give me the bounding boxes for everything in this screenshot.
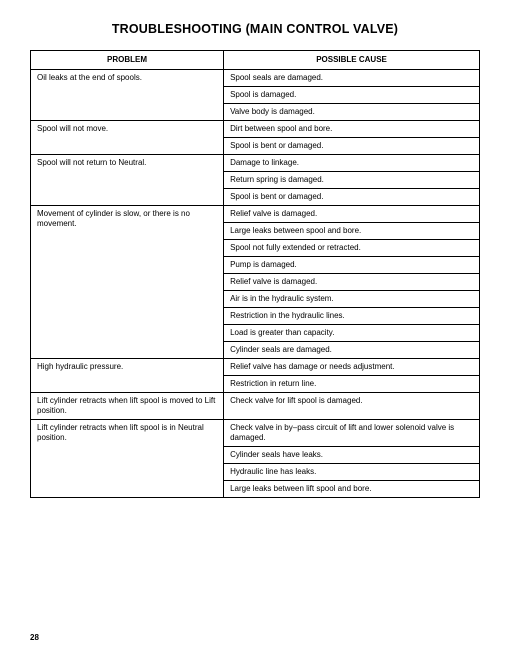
cause-cell: Dirt between spool and bore.: [224, 121, 480, 138]
table-row: Spool will not move.Dirt between spool a…: [31, 121, 480, 138]
troubleshooting-table: PROBLEM POSSIBLE CAUSE Oil leaks at the …: [30, 50, 480, 498]
cause-cell: Spool is damaged.: [224, 87, 480, 104]
table-row: Lift cylinder retracts when lift spool i…: [31, 393, 480, 420]
cause-cell: Spool seals are damaged.: [224, 70, 480, 87]
cause-cell: Large leaks between lift spool and bore.: [224, 481, 480, 498]
problem-cell: High hydraulic pressure.: [31, 359, 224, 393]
table-row: Lift cylinder retracts when lift spool i…: [31, 420, 480, 447]
cause-cell: Large leaks between spool and bore.: [224, 223, 480, 240]
cause-cell: Restriction in the hydraulic lines.: [224, 308, 480, 325]
problem-cell: Lift cylinder retracts when lift spool i…: [31, 393, 224, 420]
table-row: Oil leaks at the end of spools.Spool sea…: [31, 70, 480, 87]
problem-cell: Lift cylinder retracts when lift spool i…: [31, 420, 224, 498]
cause-cell: Check valve in by–pass circuit of lift a…: [224, 420, 480, 447]
table-body: Oil leaks at the end of spools.Spool sea…: [31, 70, 480, 498]
cause-cell: Relief valve is damaged.: [224, 206, 480, 223]
cause-cell: Damage to linkage.: [224, 155, 480, 172]
cause-cell: Check valve for lift spool is damaged.: [224, 393, 480, 420]
cause-cell: Relief valve has damage or needs adjustm…: [224, 359, 480, 376]
table-row: Spool will not return to Neutral.Damage …: [31, 155, 480, 172]
cause-cell: Restriction in return line.: [224, 376, 480, 393]
problem-cell: Spool will not return to Neutral.: [31, 155, 224, 206]
table-row: Movement of cylinder is slow, or there i…: [31, 206, 480, 223]
cause-cell: Return spring is damaged.: [224, 172, 480, 189]
col-header-problem: PROBLEM: [31, 51, 224, 70]
table-row: High hydraulic pressure.Relief valve has…: [31, 359, 480, 376]
cause-cell: Spool is bent or damaged.: [224, 189, 480, 206]
problem-cell: Spool will not move.: [31, 121, 224, 155]
page-number: 28: [30, 633, 39, 642]
page-title: TROUBLESHOOTING (MAIN CONTROL VALVE): [30, 22, 480, 36]
table-header-row: PROBLEM POSSIBLE CAUSE: [31, 51, 480, 70]
cause-cell: Cylinder seals are damaged.: [224, 342, 480, 359]
cause-cell: Cylinder seals have leaks.: [224, 447, 480, 464]
cause-cell: Pump is damaged.: [224, 257, 480, 274]
cause-cell: Air is in the hydraulic system.: [224, 291, 480, 308]
col-header-cause: POSSIBLE CAUSE: [224, 51, 480, 70]
cause-cell: Load is greater than capacity.: [224, 325, 480, 342]
problem-cell: Movement of cylinder is slow, or there i…: [31, 206, 224, 359]
cause-cell: Hydraulic line has leaks.: [224, 464, 480, 481]
cause-cell: Relief valve is damaged.: [224, 274, 480, 291]
problem-cell: Oil leaks at the end of spools.: [31, 70, 224, 121]
document-page: TROUBLESHOOTING (MAIN CONTROL VALVE) PRO…: [0, 0, 510, 498]
cause-cell: Valve body is damaged.: [224, 104, 480, 121]
cause-cell: Spool not fully extended or retracted.: [224, 240, 480, 257]
cause-cell: Spool is bent or damaged.: [224, 138, 480, 155]
